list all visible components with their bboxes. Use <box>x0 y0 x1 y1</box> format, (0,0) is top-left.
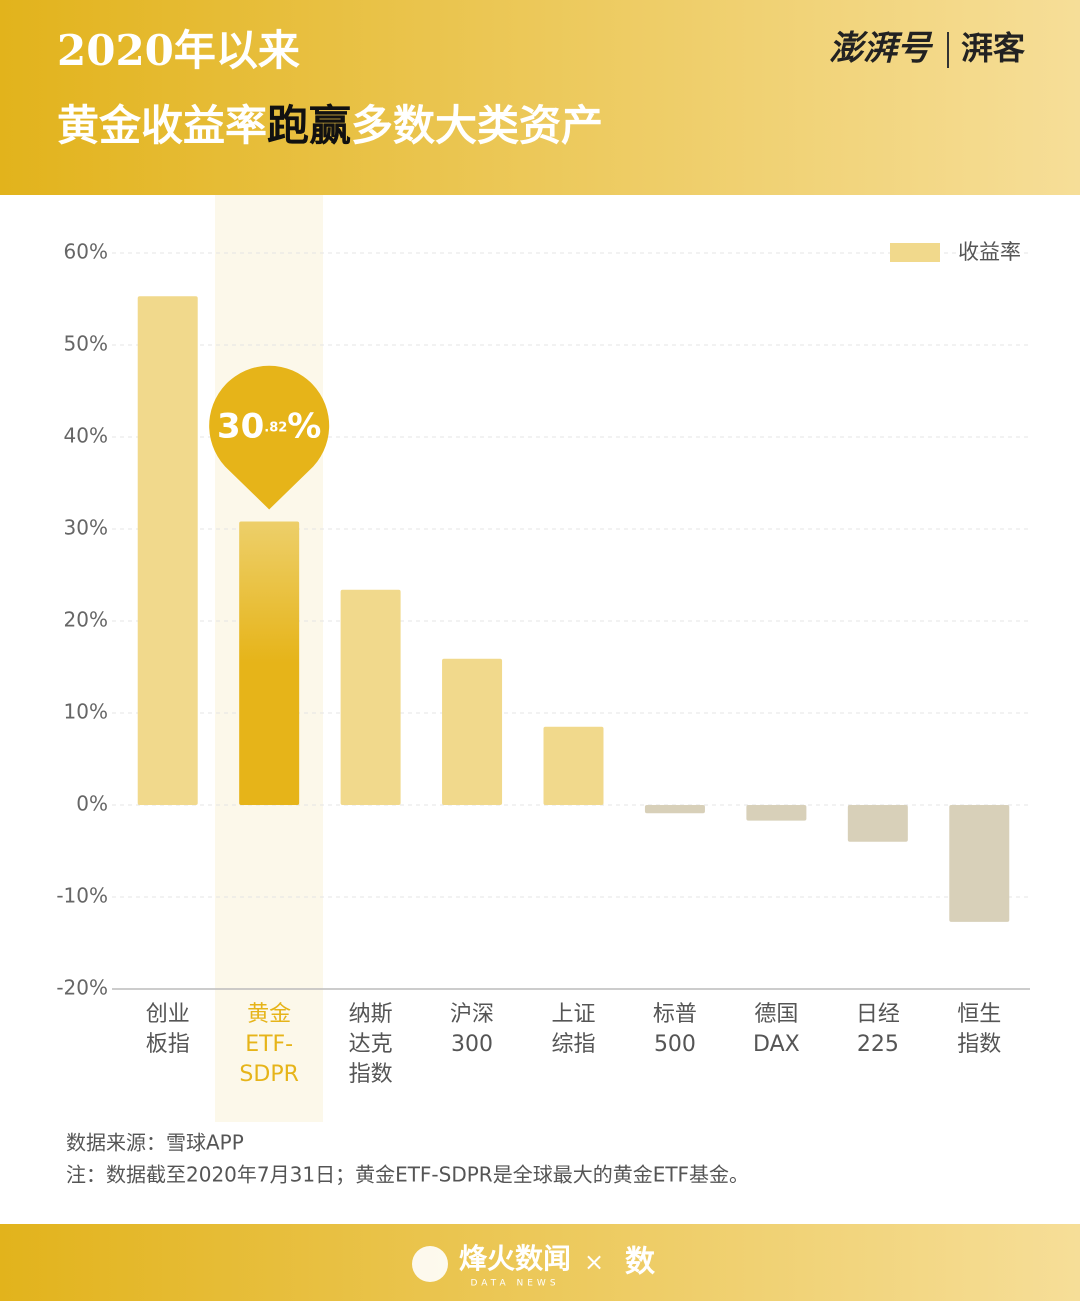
x-tick-label: 沪深 <box>450 1002 494 1027</box>
x-tick-label: 德国 <box>754 1002 798 1027</box>
y-tick-label: -20% <box>56 976 108 1000</box>
x-tick-label: 板指 <box>146 1032 190 1057</box>
x-tick-label: 恒生 <box>957 1002 1001 1027</box>
bar <box>949 805 1010 922</box>
x-tick-label: ETF- <box>245 1032 293 1057</box>
y-tick-label: 50% <box>64 332 108 356</box>
y-tick-label: 60% <box>64 240 108 264</box>
x-tick-label: 纳斯 <box>349 1002 393 1027</box>
note: 注：数据截至2020年7月31日；黄金ETF-SDPR是全球最大的黄金ETF基金… <box>66 1163 749 1187</box>
header-band <box>0 0 1080 195</box>
source: 数据来源：雪球APP <box>66 1131 244 1155</box>
title-line: 2020年以来 <box>57 26 300 75</box>
x-tick-label: 达克 <box>349 1032 393 1057</box>
y-tick-label: 20% <box>64 608 108 632</box>
callout <box>209 365 330 510</box>
partner: 数 <box>625 1245 656 1280</box>
x-tick-label: 500 <box>654 1032 696 1057</box>
x-tick-label: 创业 <box>146 1002 190 1027</box>
x-tick-label: DAX <box>753 1032 800 1057</box>
x-tick-label: 黄金 <box>247 1002 291 1027</box>
bar <box>847 805 908 842</box>
x-tick-label: 标普 <box>653 1002 697 1027</box>
callout-label: 30.82% <box>217 406 321 446</box>
x-tick-label: 225 <box>857 1032 899 1057</box>
bar <box>340 589 401 805</box>
bar <box>543 726 604 805</box>
x-tick-label: 综指 <box>551 1032 595 1057</box>
footer-band <box>0 1224 1080 1301</box>
x-tick-label: 上证 <box>551 1002 595 1027</box>
y-tick-label: 30% <box>64 516 108 540</box>
bar <box>239 521 300 805</box>
x-tick-label: 日经 <box>856 1002 900 1027</box>
bar <box>644 805 705 814</box>
logo: 湃客 <box>961 29 1025 67</box>
x-tick-label: 指数 <box>957 1032 1001 1057</box>
title-line: 黄金收益率跑赢多数大类资产 <box>57 101 603 150</box>
x-tick-label: 指数 <box>349 1062 393 1087</box>
y-tick-label: 10% <box>64 700 108 724</box>
bar <box>442 658 503 805</box>
y-tick-label: -10% <box>56 884 108 908</box>
x-tick-label: 300 <box>451 1032 493 1057</box>
brand: 烽火数闻 <box>459 1242 571 1275</box>
times: × <box>584 1248 604 1276</box>
bar <box>746 805 807 821</box>
brand-icon <box>412 1246 448 1282</box>
logo: 澎湃号 <box>829 29 934 69</box>
y-tick-label: 40% <box>64 424 108 448</box>
brand-sub: DATA NEWS <box>470 1279 559 1289</box>
x-tick-label: SDPR <box>239 1062 298 1087</box>
bar <box>137 296 198 805</box>
y-tick-label: 0% <box>76 792 108 816</box>
legend-label: 收益率 <box>958 240 1021 264</box>
legend-swatch <box>890 243 940 262</box>
